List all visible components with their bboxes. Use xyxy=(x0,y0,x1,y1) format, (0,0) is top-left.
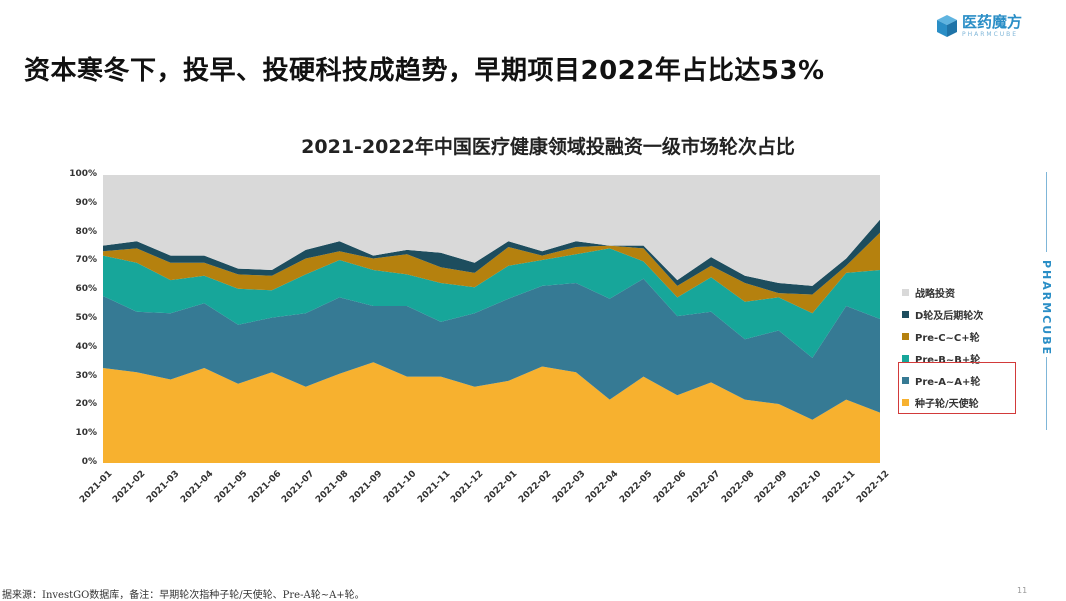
logo-cn-text: 医药魔方 xyxy=(962,12,1023,31)
area-series xyxy=(103,219,880,295)
page-number: 11 xyxy=(1017,586,1028,595)
legend-label: 战略投资 xyxy=(915,288,955,300)
legend-item: D轮及后期轮次 xyxy=(902,303,983,325)
area-series xyxy=(103,278,880,420)
y-tick-label: 10% xyxy=(75,428,97,439)
legend-item: Pre-A~A+轮 xyxy=(902,369,983,391)
legend-swatch-icon xyxy=(902,288,909,296)
area-series xyxy=(103,362,880,463)
y-tick-label: 40% xyxy=(75,341,97,352)
legend-swatch-icon xyxy=(902,310,909,318)
legend-swatch-icon xyxy=(902,376,909,384)
y-tick-label: 80% xyxy=(75,226,97,237)
y-tick-label: 90% xyxy=(75,197,97,208)
legend-item: 种子轮/天使轮 xyxy=(902,391,983,413)
y-tick-label: 70% xyxy=(75,255,97,266)
y-tick-label: 60% xyxy=(75,284,97,295)
legend-item: Pre-B~B+轮 xyxy=(902,347,983,369)
side-brand-text: PHARMCUBE xyxy=(1040,260,1053,357)
y-tick-label: 20% xyxy=(75,399,97,410)
chart-legend: 战略投资 D轮及后期轮次 Pre-C~C+轮 Pre-B~B+轮 Pre-A~A+轮 种子… xyxy=(902,281,983,413)
legend-label: Pre-C~C+轮 xyxy=(915,332,980,344)
legend-highlight-box xyxy=(898,362,1016,414)
source-footnote: 据来源：InvestGO数据库，备注：早期轮次指种子轮/天使轮、Pre-A轮~A… xyxy=(2,590,365,601)
legend-swatch-icon xyxy=(902,398,909,406)
area-series xyxy=(103,175,880,286)
legend-label: Pre-A~A+轮 xyxy=(915,376,981,388)
legend-item: 战略投资 xyxy=(902,281,983,303)
legend-swatch-icon xyxy=(902,354,909,362)
cube-logo-icon xyxy=(937,15,957,37)
legend-item: Pre-C~C+轮 xyxy=(902,325,983,347)
slide-title: 资本寒冬下，投早、投硬科技成趋势，早期项目2022年占比达53% xyxy=(24,56,825,86)
pharmcube-logo: 医药魔方 PHARMCUBE xyxy=(936,14,1022,38)
y-tick-label: 100% xyxy=(69,169,97,179)
legend-label: Pre-B~B+轮 xyxy=(915,354,981,366)
legend-label: 种子轮/天使轮 xyxy=(915,398,979,410)
logo-en-text: PHARMCUBE xyxy=(962,30,1019,38)
legend-label: D轮及后期轮次 xyxy=(915,310,984,322)
area-series xyxy=(103,232,880,314)
y-tick-label: 0% xyxy=(81,457,97,467)
side-brand-rule xyxy=(1046,172,1048,430)
y-tick-label: 30% xyxy=(75,370,97,381)
legend-swatch-icon xyxy=(902,332,909,340)
y-tick-label: 50% xyxy=(75,313,97,323)
area-series xyxy=(103,248,880,358)
chart-title: 2021-2022年中国医疗健康领域投融资一级市场轮次占比 xyxy=(301,136,795,158)
